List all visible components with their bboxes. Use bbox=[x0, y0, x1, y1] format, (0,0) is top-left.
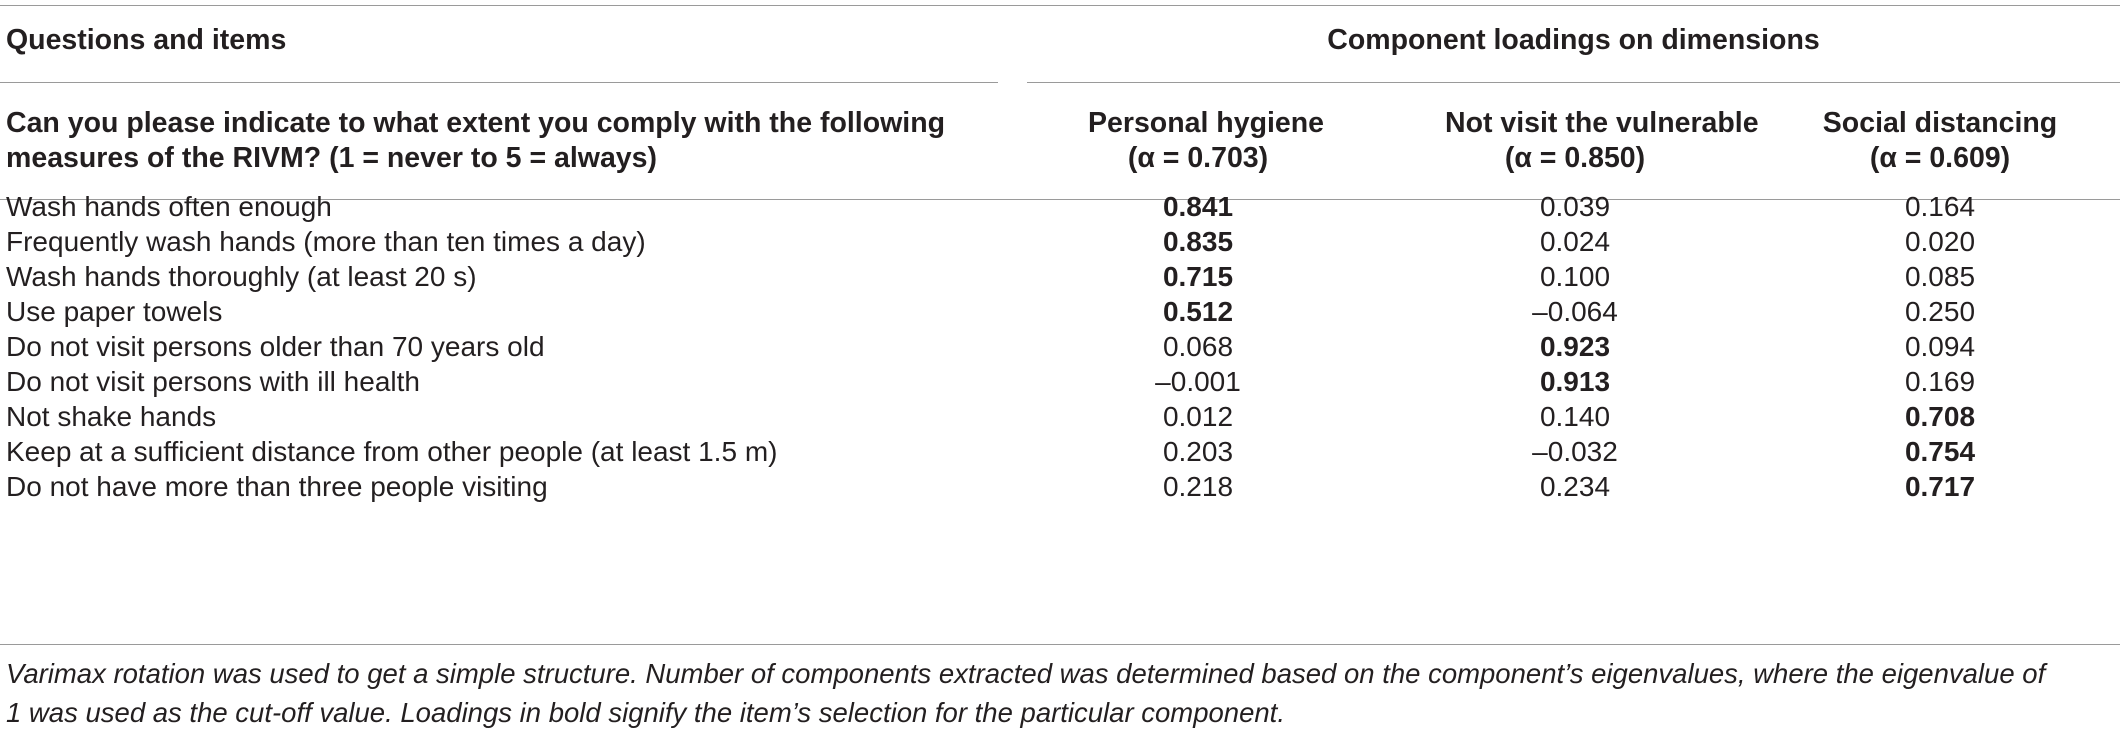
loading-cell: 0.913 bbox=[1539, 366, 1611, 397]
dim-header-social-distancing: Social distancing bbox=[1822, 107, 2058, 139]
row-item-label: Wash hands often enough bbox=[6, 191, 332, 222]
loading-cell: 0.717 bbox=[1904, 471, 1976, 502]
loading-cell: 0.754 bbox=[1904, 436, 1976, 467]
loading-cell: –0.032 bbox=[1532, 436, 1618, 467]
header-rule-left bbox=[0, 82, 998, 83]
row-item-label: Keep at a sufficient distance from other… bbox=[6, 436, 778, 467]
loading-cell: 0.835 bbox=[1162, 226, 1234, 257]
loading-cell: 0.512 bbox=[1162, 296, 1234, 327]
loading-cell: 0.234 bbox=[1539, 471, 1611, 502]
loading-cell: 0.140 bbox=[1539, 401, 1611, 432]
dim-alpha-personal-hygiene: (α = 0.703) bbox=[1127, 142, 1269, 174]
loading-cell: –0.001 bbox=[1155, 366, 1241, 397]
row-item-label: Use paper towels bbox=[6, 296, 223, 327]
row-item-label: Not shake hands bbox=[6, 401, 217, 432]
top-rule bbox=[0, 5, 2120, 6]
loading-cell: 0.039 bbox=[1539, 191, 1611, 222]
loading-cell: 0.024 bbox=[1539, 226, 1611, 257]
header-rule-right bbox=[1027, 82, 2120, 83]
loading-cell: 0.841 bbox=[1162, 191, 1234, 222]
loading-cell: 0.085 bbox=[1904, 261, 1976, 292]
loading-cell: 0.094 bbox=[1904, 331, 1976, 362]
subheader-rule bbox=[0, 199, 2120, 200]
loading-cell: 0.100 bbox=[1539, 261, 1611, 292]
loading-cell: 0.715 bbox=[1162, 261, 1234, 292]
row-item-label: Do not visit persons with ill health bbox=[6, 366, 420, 397]
dim-header-personal-hygiene: Personal hygiene bbox=[1088, 107, 1325, 139]
loading-cell: 0.708 bbox=[1904, 401, 1976, 432]
column-group-header: Component loadings on dimensions bbox=[1327, 24, 1820, 56]
row-item-label: Frequently wash hands (more than ten tim… bbox=[6, 226, 646, 257]
question-text-line1: Can you please indicate to what extent y… bbox=[6, 107, 946, 139]
loading-cell: 0.068 bbox=[1162, 331, 1234, 362]
loading-cell: 0.250 bbox=[1904, 296, 1976, 327]
footnote-line2: 1 was used as the cut-off value. Loading… bbox=[6, 697, 1285, 728]
row-item-label: Wash hands thoroughly (at least 20 s) bbox=[6, 261, 477, 292]
loading-cell: 0.020 bbox=[1904, 226, 1976, 257]
dim-alpha-social-distancing: (α = 0.609) bbox=[1869, 142, 2011, 174]
loading-cell: 0.169 bbox=[1904, 366, 1976, 397]
footnote-line1: Varimax rotation was used to get a simpl… bbox=[6, 658, 2046, 689]
table-footnote: Varimax rotation was used to get a simpl… bbox=[6, 654, 2116, 732]
row-item-label: Do not have more than three people visit… bbox=[6, 471, 548, 502]
loading-cell: 0.923 bbox=[1539, 331, 1611, 362]
bottom-rule bbox=[0, 644, 2120, 645]
column-header-questions: Questions and items bbox=[6, 24, 287, 56]
loading-cell: 0.012 bbox=[1162, 401, 1234, 432]
loading-cell: 0.164 bbox=[1904, 191, 1976, 222]
row-item-label: Do not visit persons older than 70 years… bbox=[6, 331, 545, 362]
dim-alpha-not-visit-vulnerable: (α = 0.850) bbox=[1504, 142, 1646, 174]
loading-cell: 0.203 bbox=[1162, 436, 1234, 467]
loading-cell: 0.218 bbox=[1162, 471, 1234, 502]
question-text-line2: measures of the RIVM? (1 = never to 5 = … bbox=[6, 142, 657, 174]
dim-header-not-visit-vulnerable: Not visit the vulnerable bbox=[1445, 107, 1759, 139]
loading-cell: –0.064 bbox=[1532, 296, 1618, 327]
